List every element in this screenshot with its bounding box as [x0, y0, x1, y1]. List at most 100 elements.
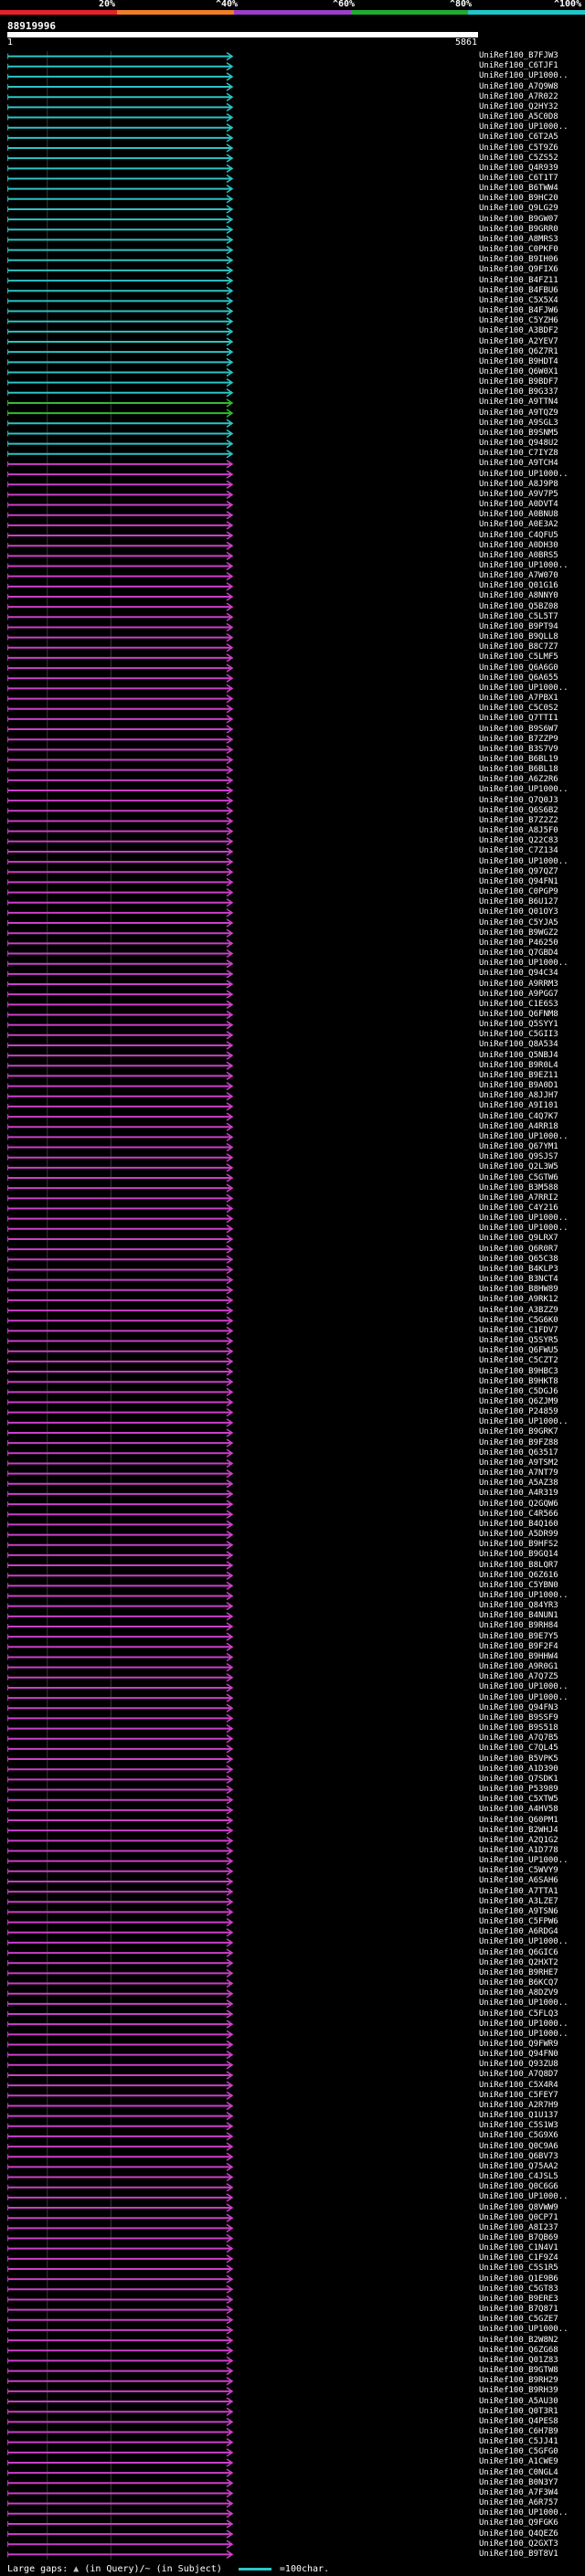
hit-label[interactable]: UniRef100_Q94FN3	[479, 1702, 558, 1712]
hit-label[interactable]: UniRef100_Q6FNM8	[479, 1009, 558, 1019]
hit-label[interactable]: UniRef100_Q01OY3	[479, 907, 558, 917]
hit-label[interactable]: UniRef100_A0BRS5	[479, 550, 558, 560]
hit-label[interactable]: UniRef100_C0PGP9	[479, 887, 558, 897]
hit-label[interactable]: UniRef100_C7QL45	[479, 1744, 558, 1754]
hit-label[interactable]: UniRef100_A9TCH4	[479, 459, 558, 469]
hit-label[interactable]: UniRef100_B6KCQ7	[479, 1978, 558, 1988]
hit-label[interactable]: UniRef100_C5FEY7	[479, 2090, 558, 2100]
hit-label[interactable]: UniRef100_Q63517	[479, 1447, 558, 1458]
hit-label[interactable]: UniRef100_A8I237	[479, 2222, 558, 2232]
hit-label[interactable]: UniRef100_A7Q7B5	[479, 1733, 558, 1744]
hit-label[interactable]: UniRef100_B9FZ88	[479, 1437, 558, 1447]
hit-label[interactable]: UniRef100_Q7Q0J3	[479, 795, 558, 805]
hit-label[interactable]: UniRef100_B4FZ11	[479, 275, 558, 285]
hit-label[interactable]: UniRef100_UP1000..	[479, 1692, 569, 1702]
hit-label[interactable]: UniRef100_Q7GBD4	[479, 949, 558, 959]
hit-label[interactable]: UniRef100_B6TWW4	[479, 184, 558, 194]
hit-label[interactable]: UniRef100_Q65C38	[479, 1254, 558, 1264]
hit-label[interactable]: UniRef100_A4HV58	[479, 1805, 558, 1815]
hit-label[interactable]: UniRef100_A6RDG4	[479, 1927, 558, 1937]
hit-label[interactable]: UniRef100_B3NCT4	[479, 1275, 558, 1285]
hit-label[interactable]: UniRef100_A5C0D8	[479, 112, 558, 122]
hit-label[interactable]: UniRef100_C5FPW6	[479, 1917, 558, 1927]
hit-label[interactable]: UniRef100_UP1000..	[479, 785, 569, 795]
hit-label[interactable]: UniRef100_A6R757	[479, 2498, 558, 2508]
hit-label[interactable]: UniRef100_C1FDV7	[479, 1325, 558, 1335]
hit-label[interactable]: UniRef100_A8NNY0	[479, 591, 558, 601]
hit-label[interactable]: UniRef100_C0PKF0	[479, 245, 558, 255]
hit-label[interactable]: UniRef100_C5GZE7	[479, 2315, 558, 2325]
hit-label[interactable]: UniRef100_A4R319	[479, 1489, 558, 1499]
hit-label[interactable]: UniRef100_B7FJW3	[479, 51, 558, 61]
hit-label[interactable]: UniRef100_A7F3W4	[479, 2487, 558, 2497]
hit-label[interactable]: UniRef100_UP1000..	[479, 2019, 569, 2029]
hit-label[interactable]: UniRef100_A9TTN4	[479, 398, 558, 408]
hit-label[interactable]: UniRef100_B9RH29	[479, 2376, 558, 2386]
hit-label[interactable]: UniRef100_Q01G16	[479, 581, 558, 591]
hit-label[interactable]: UniRef100_B9HC20	[479, 194, 558, 204]
hit-label[interactable]: UniRef100_Q5BZ08	[479, 601, 558, 611]
hit-label[interactable]: UniRef100_UP1000..	[479, 1937, 569, 1947]
hit-label[interactable]: UniRef100_UP1000..	[479, 2029, 569, 2039]
hit-label[interactable]: UniRef100_A6SAH6	[479, 1876, 558, 1886]
hit-label[interactable]: UniRef100_C5YBN0	[479, 1580, 558, 1590]
hit-label[interactable]: UniRef100_A9RK12	[479, 1295, 558, 1305]
hit-label[interactable]: UniRef100_C4QFU5	[479, 530, 558, 540]
hit-label[interactable]: UniRef100_B9HBC3	[479, 1366, 558, 1376]
hit-label[interactable]: UniRef100_B9E7Y5	[479, 1631, 558, 1641]
hit-label[interactable]: UniRef100_B7Q871	[479, 2305, 558, 2315]
hit-label[interactable]: UniRef100_C5X5X4	[479, 295, 558, 305]
hit-label[interactable]: UniRef100_UP1000..	[479, 959, 569, 969]
hit-label[interactable]: UniRef100_B8C7Z7	[479, 642, 558, 652]
hit-label[interactable]: UniRef100_UP1000..	[479, 1682, 569, 1692]
hit-label[interactable]: UniRef100_Q01Z83	[479, 2355, 558, 2365]
hit-label[interactable]: UniRef100_C7Z134	[479, 846, 558, 856]
hit-label[interactable]: UniRef100_Q6W0X1	[479, 366, 558, 376]
hit-label[interactable]: UniRef100_A7RRI2	[479, 1193, 558, 1203]
hit-label[interactable]: UniRef100_A2R7H9	[479, 2100, 558, 2110]
hit-label[interactable]: UniRef100_B9T8V1	[479, 2549, 558, 2559]
hit-label[interactable]: UniRef100_B4NUN1	[479, 1611, 558, 1621]
hit-label[interactable]: UniRef100_B6BL18	[479, 765, 558, 775]
hit-label[interactable]: UniRef100_Q0CP71	[479, 2212, 558, 2222]
hit-label[interactable]: UniRef100_B9G337	[479, 387, 558, 398]
hit-label[interactable]: UniRef100_Q6FWU5	[479, 1346, 558, 1356]
hit-label[interactable]: UniRef100_Q9FGK6	[479, 2518, 558, 2528]
hit-label[interactable]: UniRef100_UP1000..	[479, 1224, 569, 1234]
hit-label[interactable]: UniRef100_Q8A534	[479, 1040, 558, 1050]
hit-label[interactable]: UniRef100_C5G6K0	[479, 1315, 558, 1325]
hit-label[interactable]: UniRef100_C1N4V1	[479, 2243, 558, 2253]
hit-label[interactable]: UniRef100_UP1000..	[479, 71, 569, 81]
hit-label[interactable]: UniRef100_Q94FN0	[479, 2050, 558, 2060]
hit-label[interactable]: UniRef100_P53989	[479, 1785, 558, 1795]
hit-label[interactable]: UniRef100_A0E3A2	[479, 520, 558, 530]
hit-label[interactable]: UniRef100_A9R0G1	[479, 1662, 558, 1672]
hit-label[interactable]: UniRef100_A2YEV7	[479, 336, 558, 346]
hit-label[interactable]: UniRef100_Q75AA2	[479, 2161, 558, 2171]
hit-label[interactable]: UniRef100_A8J9P8	[479, 479, 558, 489]
hit-label[interactable]: UniRef100_Q2HXT2	[479, 1957, 558, 1967]
hit-label[interactable]: UniRef100_C6H7B9	[479, 2427, 558, 2437]
hit-label[interactable]: UniRef100_UP1000..	[479, 683, 569, 693]
hit-label[interactable]: UniRef100_B9F2F4	[479, 1641, 558, 1651]
hit-label[interactable]: UniRef100_B9WGZ2	[479, 928, 558, 938]
hit-label[interactable]: UniRef100_C5WVY9	[479, 1866, 558, 1876]
hit-label[interactable]: UniRef100_B9R0L4	[479, 1060, 558, 1070]
hit-label[interactable]: UniRef100_Q4PES8	[479, 2416, 558, 2426]
hit-label[interactable]: UniRef100_B9GW07	[479, 214, 558, 224]
hit-label[interactable]: UniRef100_Q1E9B6	[479, 2274, 558, 2284]
hit-label[interactable]: UniRef100_B9BDF7	[479, 377, 558, 387]
hit-label[interactable]: UniRef100_B0N3Y7	[479, 2477, 558, 2487]
hit-label[interactable]: UniRef100_A6Z2R6	[479, 775, 558, 785]
hit-label[interactable]: UniRef100_A9PGG7	[479, 989, 558, 999]
hit-label[interactable]: UniRef100_A9TQZ9	[479, 408, 558, 418]
hit-label[interactable]: UniRef100_Q0C9A6	[479, 2141, 558, 2151]
hit-label[interactable]: UniRef100_A3BZZ9	[479, 1305, 558, 1315]
hit-label[interactable]: UniRef100_Q6ZG68	[479, 2345, 558, 2355]
hit-label[interactable]: UniRef100_Q94FN1	[479, 876, 558, 886]
hit-label[interactable]: UniRef100_Q5SYR5	[479, 1336, 558, 1346]
hit-label[interactable]: UniRef100_B9HFS2	[479, 1540, 558, 1550]
hit-label[interactable]: UniRef100_A8MRS3	[479, 234, 558, 244]
hit-label[interactable]: UniRef100_C6T2A5	[479, 133, 558, 143]
hit-label[interactable]: UniRef100_UP1000..	[479, 1131, 569, 1141]
